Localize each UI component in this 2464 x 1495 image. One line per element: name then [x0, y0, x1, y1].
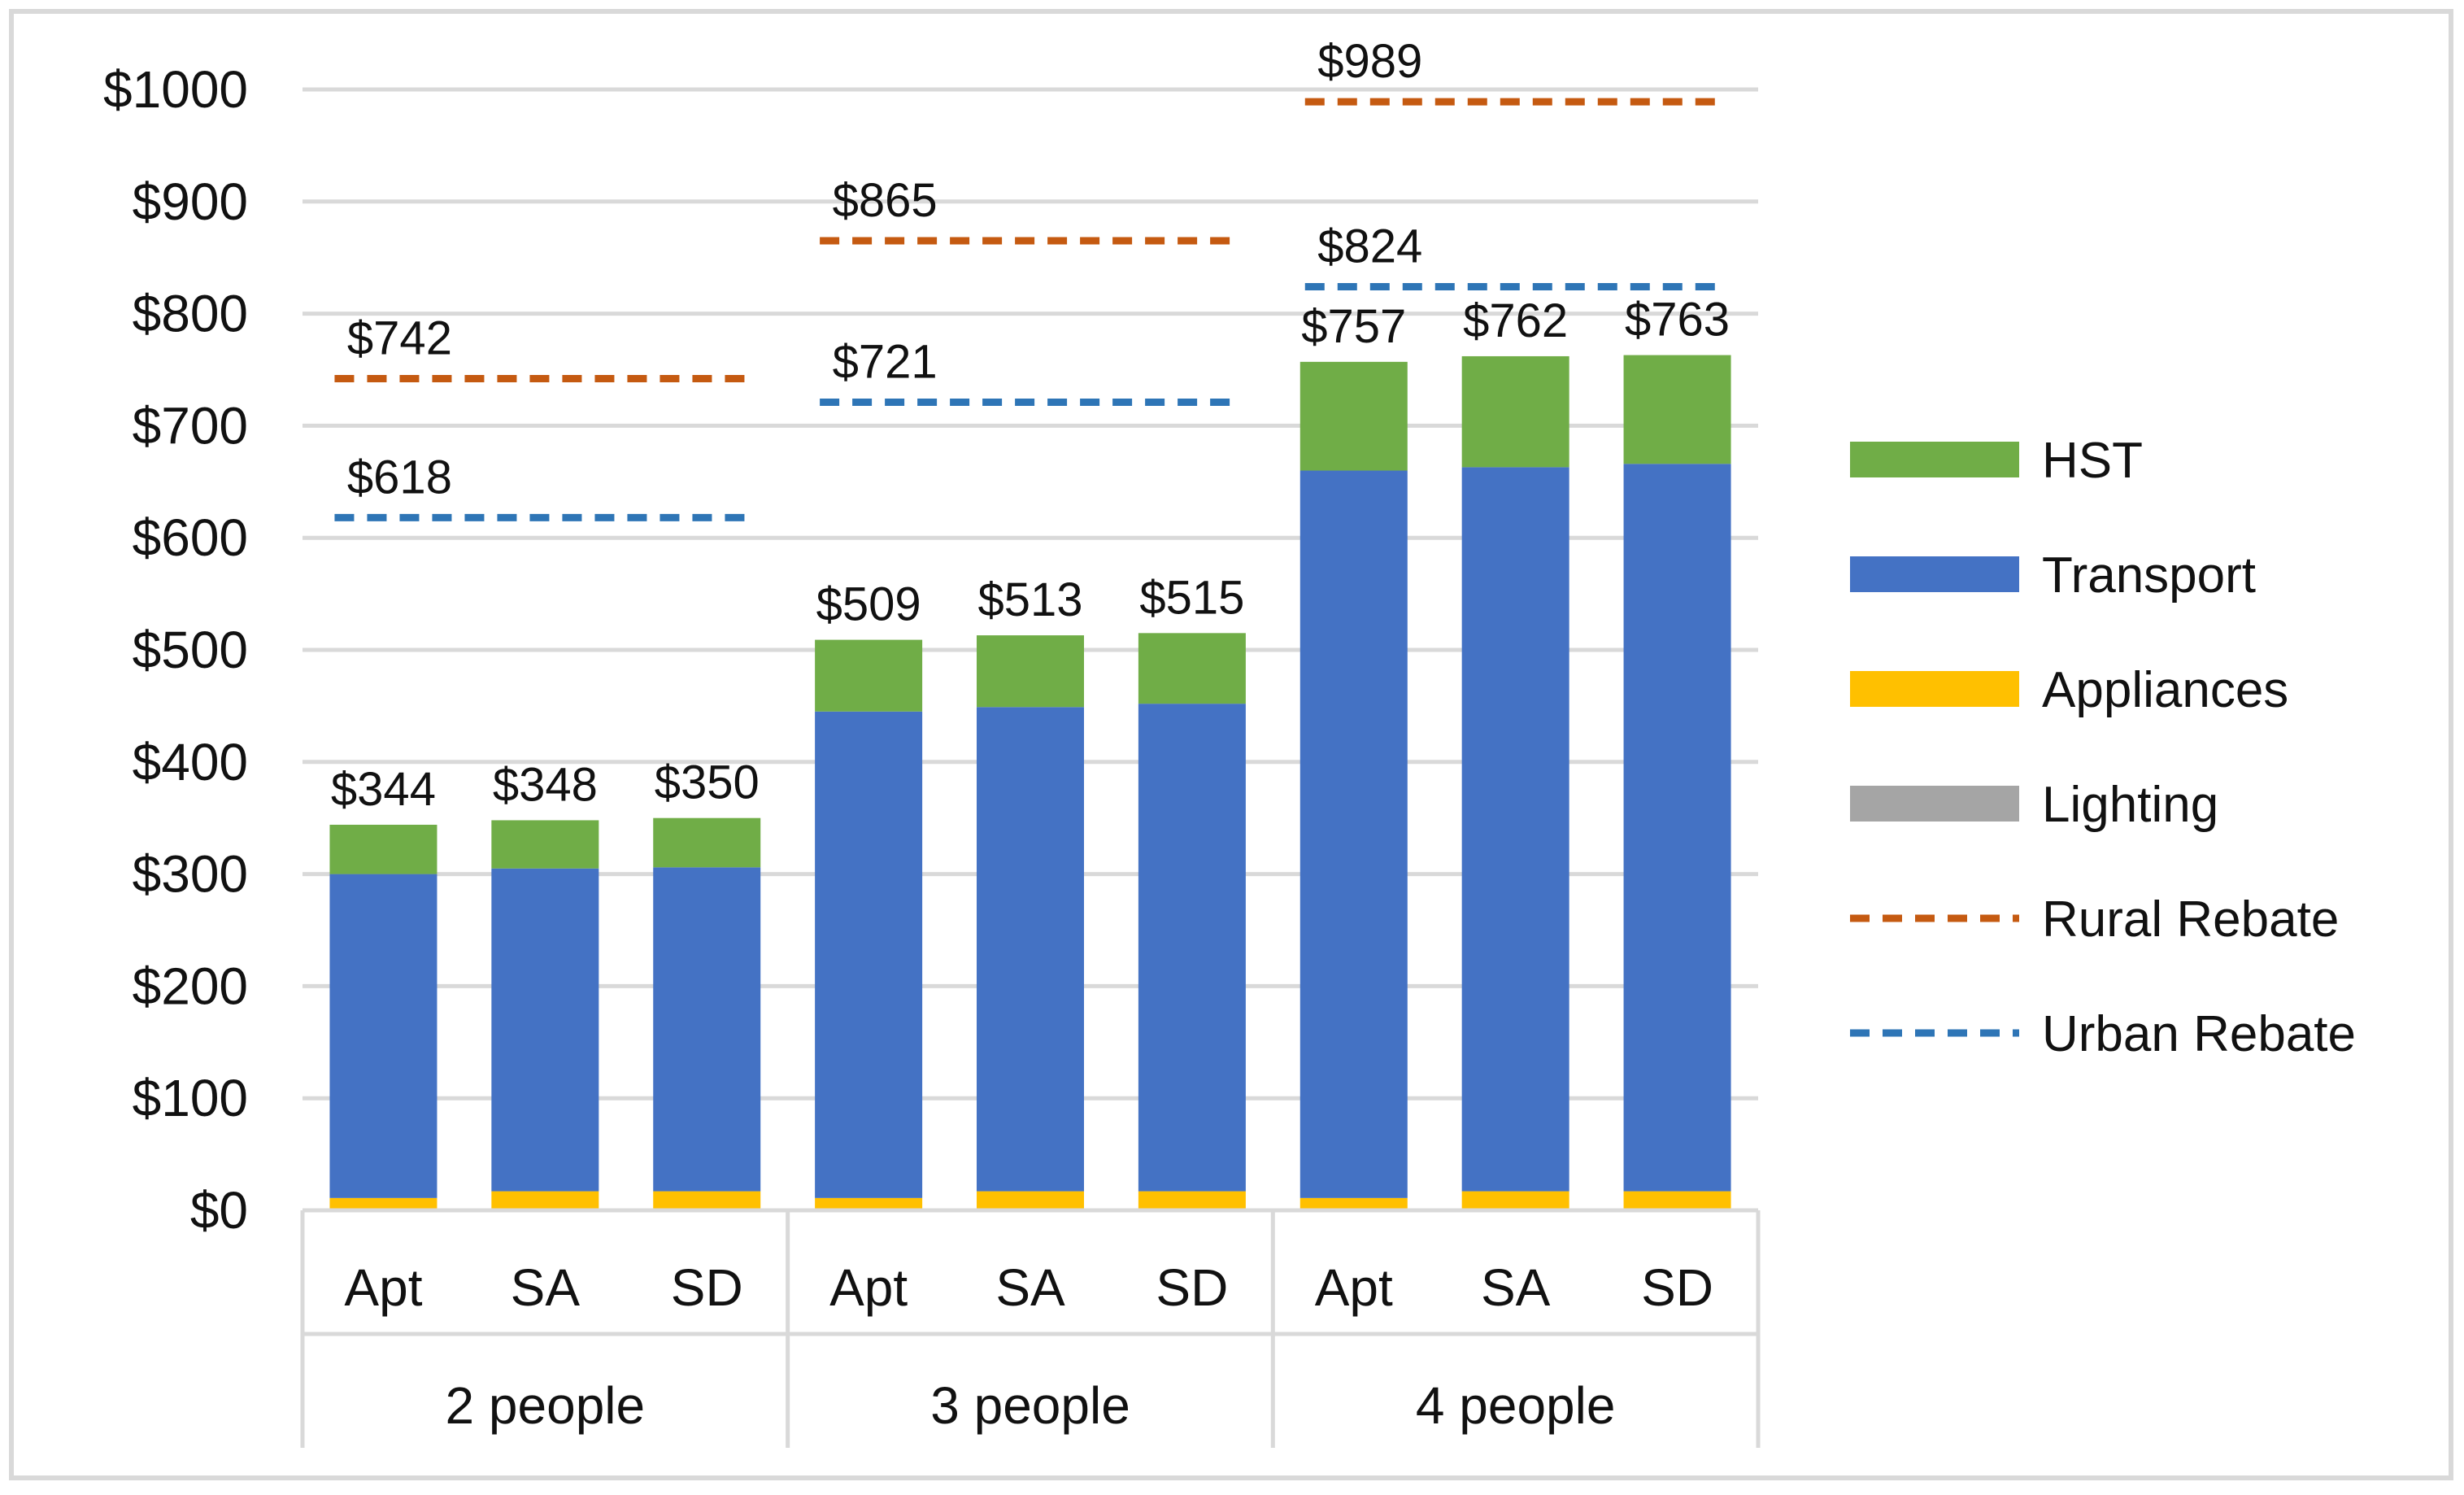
y-tick-label: $200	[133, 957, 248, 1015]
rebate-value-label: $989	[1317, 35, 1422, 88]
y-tick-label: $700	[133, 396, 248, 455]
bar-segment-transport	[977, 707, 1084, 1192]
y-tick-label: $100	[133, 1069, 248, 1127]
bar-segment-transport	[1138, 704, 1246, 1192]
bar-segment-transport	[1623, 464, 1731, 1192]
bar-total-label: $757	[1301, 300, 1406, 353]
bar-total-label: $763	[1625, 294, 1730, 347]
rebate-value-label: $824	[1317, 220, 1422, 273]
x-category-label: SD	[671, 1258, 743, 1317]
x-category-label: SA	[1481, 1258, 1551, 1317]
bar-segment-hst	[653, 817, 761, 868]
bar-segment-hst	[329, 824, 438, 874]
bar-segment-hst	[1461, 355, 1569, 468]
legend: HST Transport Appliances Lighting Rural Reba…	[1850, 433, 2356, 1062]
x-category-label: SD	[1156, 1258, 1228, 1317]
bar-segment-transport	[815, 711, 923, 1198]
y-tick-label: $400	[133, 733, 248, 791]
bar-segment-appliances	[1623, 1191, 1731, 1210]
bars	[329, 355, 1731, 1210]
legend-swatch-transport	[1850, 556, 2019, 592]
y-tick-label: $500	[133, 621, 248, 679]
bar-segment-appliances	[1299, 1197, 1408, 1210]
legend-swatch-lighting	[1850, 786, 2019, 822]
rebate-lines: $742 $865 $989 $618 $721 $824	[334, 35, 1726, 521]
bar-total-label: $513	[977, 573, 1082, 626]
bar-segment-hst	[1138, 633, 1246, 704]
legend-label-transport: Transport	[2042, 547, 2256, 604]
x-category-label: Apt	[344, 1258, 422, 1317]
bar-segment-hst	[491, 820, 599, 869]
bar-segment-hst	[977, 635, 1084, 708]
bar-segment-transport	[491, 868, 599, 1192]
bar-segment-transport	[1461, 467, 1569, 1192]
bar-segment-appliances	[1138, 1191, 1246, 1210]
bar-segment-appliances	[977, 1191, 1084, 1210]
x-category-label: Apt	[1315, 1258, 1393, 1317]
x-group-label: 3 people	[930, 1376, 1130, 1435]
rebate-value-label: $865	[833, 174, 938, 227]
bar-segment-hst	[1623, 355, 1731, 464]
bar-segment-appliances	[1461, 1191, 1569, 1210]
y-tick-label: $600	[133, 508, 248, 567]
x-category-label: Apt	[829, 1258, 908, 1317]
y-tick-label: $1000	[103, 60, 248, 119]
x-group-label: 2 people	[446, 1376, 646, 1435]
bar-total-label: $348	[493, 758, 598, 811]
y-axis-tick-labels: $0 $100 $200 $300 $400 $500 $600 $700 $800 $900 $1…	[103, 60, 248, 1240]
bar-segment-transport	[1299, 470, 1408, 1198]
legend-swatch-appliances	[1850, 671, 2019, 707]
x-group-label: 4 people	[1416, 1376, 1616, 1435]
bar-total-label: $762	[1463, 294, 1568, 347]
legend-label-lighting: Lighting	[2042, 777, 2218, 833]
bar-segment-transport	[653, 867, 761, 1192]
bar-segment-appliances	[329, 1197, 438, 1210]
rebate-value-label: $618	[347, 451, 452, 503]
legend-swatch-hst	[1850, 442, 2019, 477]
bar-segment-transport	[329, 874, 438, 1198]
rebate-value-label: $742	[347, 312, 452, 365]
total-data-labels: $344 $348 $350 $509 $513 $515 $757 $762 $763	[331, 294, 1730, 816]
x-category-label: SA	[511, 1258, 581, 1317]
legend-label-rural-rebate: Rural Rebate	[2042, 891, 2339, 948]
x-category-label: SD	[1641, 1258, 1713, 1317]
bar-total-label: $350	[655, 756, 760, 809]
bar-segment-appliances	[491, 1191, 599, 1210]
bar-segment-appliances	[653, 1191, 761, 1210]
y-tick-label: $900	[133, 172, 248, 231]
x-axis: Apt SA SD Apt SA SD Apt SA SD 2 people 3 people 4 p…	[300, 1208, 1761, 1448]
rebate-value-label: $721	[833, 335, 938, 388]
legend-label-hst: HST	[2042, 433, 2143, 489]
y-tick-label: $0	[190, 1181, 248, 1240]
legend-label-appliances: Appliances	[2042, 662, 2288, 718]
y-tick-label: $800	[133, 285, 248, 343]
bar-segment-appliances	[815, 1197, 923, 1210]
x-category-label: SA	[995, 1258, 1065, 1317]
y-tick-label: $300	[133, 845, 248, 904]
legend-label-urban-rebate: Urban Rebate	[2042, 1006, 2356, 1062]
bar-total-label: $509	[816, 578, 921, 631]
bar-total-label: $515	[1139, 571, 1244, 624]
bar-segment-hst	[1299, 361, 1408, 471]
bar-total-label: $344	[331, 763, 436, 816]
bar-segment-hst	[815, 639, 923, 712]
